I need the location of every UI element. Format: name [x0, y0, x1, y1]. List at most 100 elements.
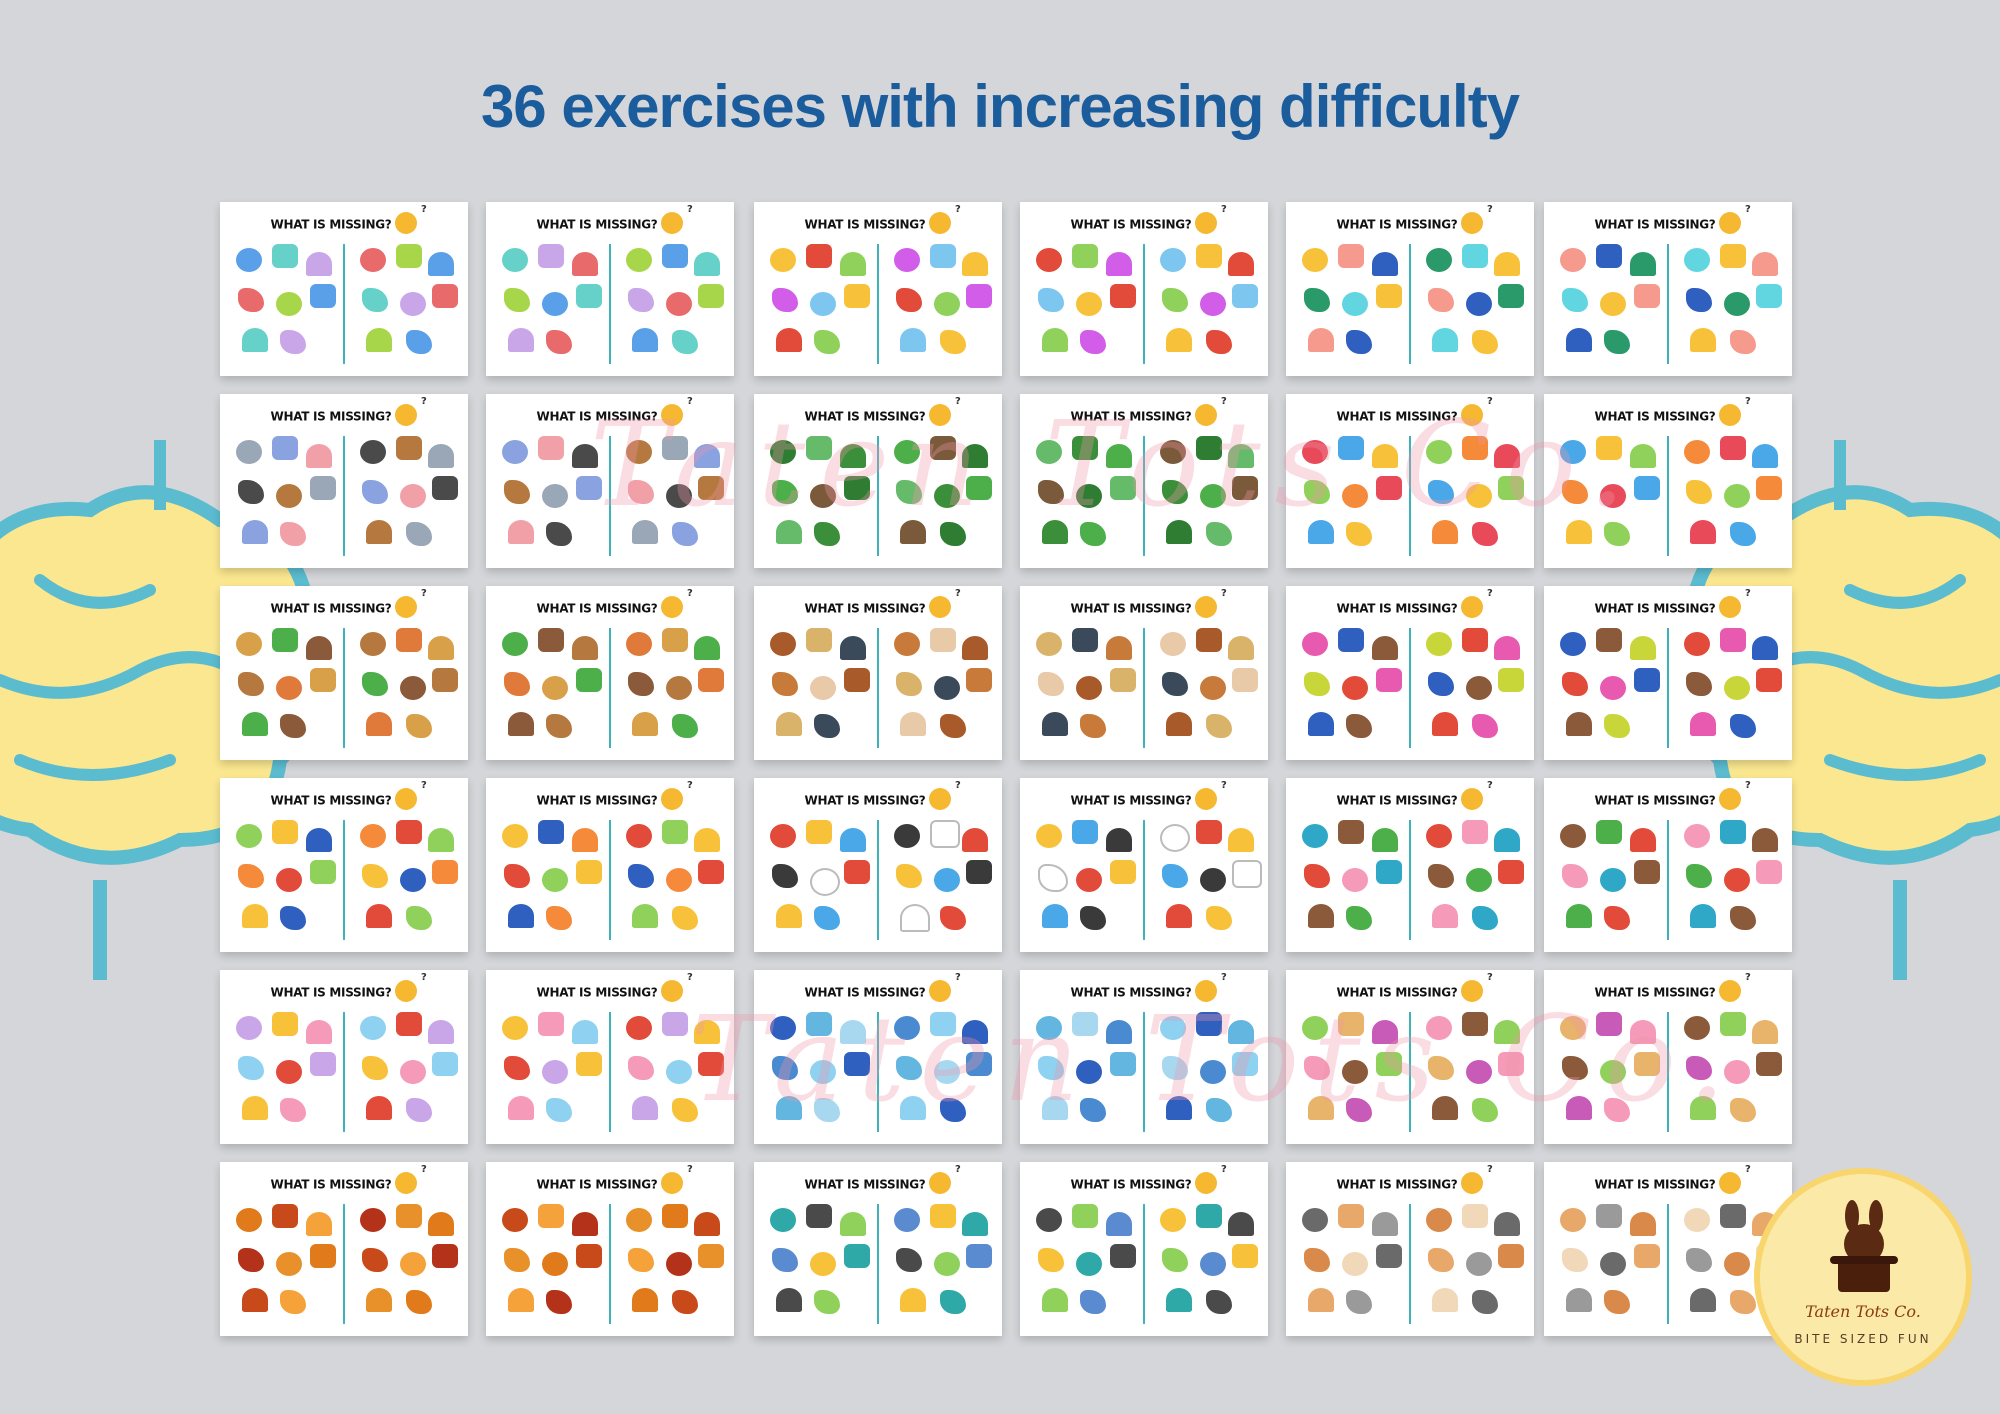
card-title: WHAT IS MISSING? — [486, 1164, 734, 1196]
thinking-face-icon — [1195, 588, 1226, 618]
animals-picture-icon — [428, 444, 454, 468]
card-divider — [877, 628, 879, 748]
donuts-picture-icon — [1596, 1012, 1622, 1036]
animals-picture-icon — [672, 522, 698, 546]
donuts-picture-icon — [1560, 1016, 1586, 1040]
card-divider — [1409, 436, 1411, 556]
bags-picture-icon — [844, 668, 870, 692]
popsicles-picture-icon — [542, 1060, 568, 1084]
donuts-picture-icon — [1302, 1016, 1328, 1040]
leaves-picture-icon — [628, 1248, 654, 1272]
card-title: WHAT IS MISSING? — [1020, 204, 1268, 236]
school-picture-icon — [694, 828, 720, 852]
snowflakes-picture-icon — [1196, 1012, 1222, 1036]
sea-stars-picture-icon — [1630, 252, 1656, 276]
3d-shapes-picture-icon — [272, 244, 298, 268]
vehicles-picture-icon — [1232, 860, 1262, 888]
card-title-text: WHAT IS MISSING? — [1070, 1177, 1192, 1192]
sea-stars-picture-icon — [1600, 292, 1626, 316]
exercise-grid: WHAT IS MISSING? WHAT IS MISSING? WHAT IS … — [220, 202, 1792, 1340]
leaves-picture-icon — [406, 1290, 432, 1314]
card-title-text: WHAT IS MISSING? — [1070, 985, 1192, 1000]
popsicles-picture-icon — [572, 1020, 598, 1044]
donuts-picture-icon — [1342, 1060, 1368, 1084]
school-picture-icon — [662, 820, 688, 844]
snowflakes-picture-icon — [1080, 1098, 1106, 1122]
school-picture-icon — [306, 828, 332, 852]
birds-picture-icon — [1472, 714, 1498, 738]
birds-picture-icon — [1596, 628, 1622, 652]
popsicles-picture-icon — [546, 1098, 572, 1122]
snowflakes-picture-icon — [934, 1060, 960, 1084]
card-title: WHAT IS MISSING? — [1020, 1164, 1268, 1196]
beach-picture-icon — [1560, 824, 1586, 848]
fish-picture-icon — [1038, 1248, 1064, 1272]
trees-picture-icon — [770, 440, 796, 464]
thinking-face-icon — [661, 588, 692, 618]
beach-picture-icon — [1684, 824, 1710, 848]
birds-picture-icon — [1720, 628, 1746, 652]
popsicles-picture-icon — [508, 1096, 534, 1120]
birds-picture-icon — [1338, 628, 1364, 652]
exercise-card-snowflakes: WHAT IS MISSING? — [754, 970, 1002, 1144]
sea-stars-picture-icon — [1372, 252, 1398, 276]
exercise-card-fish: WHAT IS MISSING? — [754, 1162, 1002, 1336]
trees-picture-icon — [930, 436, 956, 460]
bugs-picture-icon — [772, 288, 798, 312]
sea-stars-picture-icon — [1560, 248, 1586, 272]
popsicles-picture-icon — [672, 1098, 698, 1122]
bags-picture-icon — [1036, 632, 1062, 656]
donuts-picture-icon — [1428, 1056, 1454, 1080]
exercise-card-3d-shapes: WHAT IS MISSING? — [220, 202, 468, 376]
vehicles-picture-icon — [806, 820, 832, 844]
sea-stars-picture-icon — [1724, 292, 1750, 316]
popsicles-picture-icon — [280, 1098, 306, 1122]
leaves-picture-icon — [362, 1248, 388, 1272]
leaves-picture-icon — [306, 1212, 332, 1236]
card-title: WHAT IS MISSING? — [1020, 588, 1268, 620]
bags-picture-icon — [814, 714, 840, 738]
vehicles-picture-icon — [1228, 828, 1254, 852]
3d-shapes-picture-icon — [542, 292, 568, 316]
donuts-picture-icon — [1346, 1098, 1372, 1122]
forest-animals-picture-icon — [626, 632, 652, 656]
leaves-picture-icon — [538, 1204, 564, 1228]
toys-picture-icon — [1720, 436, 1746, 460]
3d-shapes-picture-icon — [508, 328, 534, 352]
forest-animals-picture-icon — [236, 632, 262, 656]
forest-animals-picture-icon — [432, 668, 458, 692]
3d-shapes-picture-icon — [276, 292, 302, 316]
beach-picture-icon — [1426, 824, 1452, 848]
card-title: WHAT IS MISSING? — [220, 396, 468, 428]
card-divider — [1143, 1012, 1145, 1132]
birds-picture-icon — [1498, 668, 1524, 692]
card-title: WHAT IS MISSING? — [1544, 588, 1792, 620]
card-divider — [609, 244, 611, 364]
trees-picture-icon — [776, 520, 802, 544]
bugs-picture-icon — [1042, 328, 1068, 352]
popsicles-picture-icon — [698, 1052, 724, 1076]
vehicles-picture-icon — [1072, 820, 1098, 844]
trees-picture-icon — [1196, 436, 1222, 460]
popsicles-picture-icon — [306, 1020, 332, 1044]
fish-picture-icon — [1072, 1204, 1098, 1228]
cats-picture-icon — [1494, 1212, 1520, 1236]
leaves-picture-icon — [400, 1252, 426, 1276]
leaves-picture-icon — [542, 1252, 568, 1276]
cats-picture-icon — [1342, 1252, 1368, 1276]
snowflakes-picture-icon — [1206, 1098, 1232, 1122]
school-picture-icon — [626, 824, 652, 848]
school-picture-icon — [242, 904, 268, 928]
toys-picture-icon — [1462, 436, 1488, 460]
exercise-card-donuts: WHAT IS MISSING? — [1286, 970, 1534, 1144]
thinking-face-icon — [1461, 972, 1492, 1002]
birds-picture-icon — [1426, 632, 1452, 656]
toys-picture-icon — [1432, 520, 1458, 544]
leaves-picture-icon — [672, 1290, 698, 1314]
birds-picture-icon — [1304, 672, 1330, 696]
animals-picture-icon — [662, 436, 688, 460]
exercise-card-beach: WHAT IS MISSING? — [1286, 778, 1534, 952]
birds-picture-icon — [1560, 632, 1586, 656]
brand-badge: Taten Tots Co. BITE SIZED FUN — [1754, 1168, 1972, 1386]
toys-picture-icon — [1560, 440, 1586, 464]
